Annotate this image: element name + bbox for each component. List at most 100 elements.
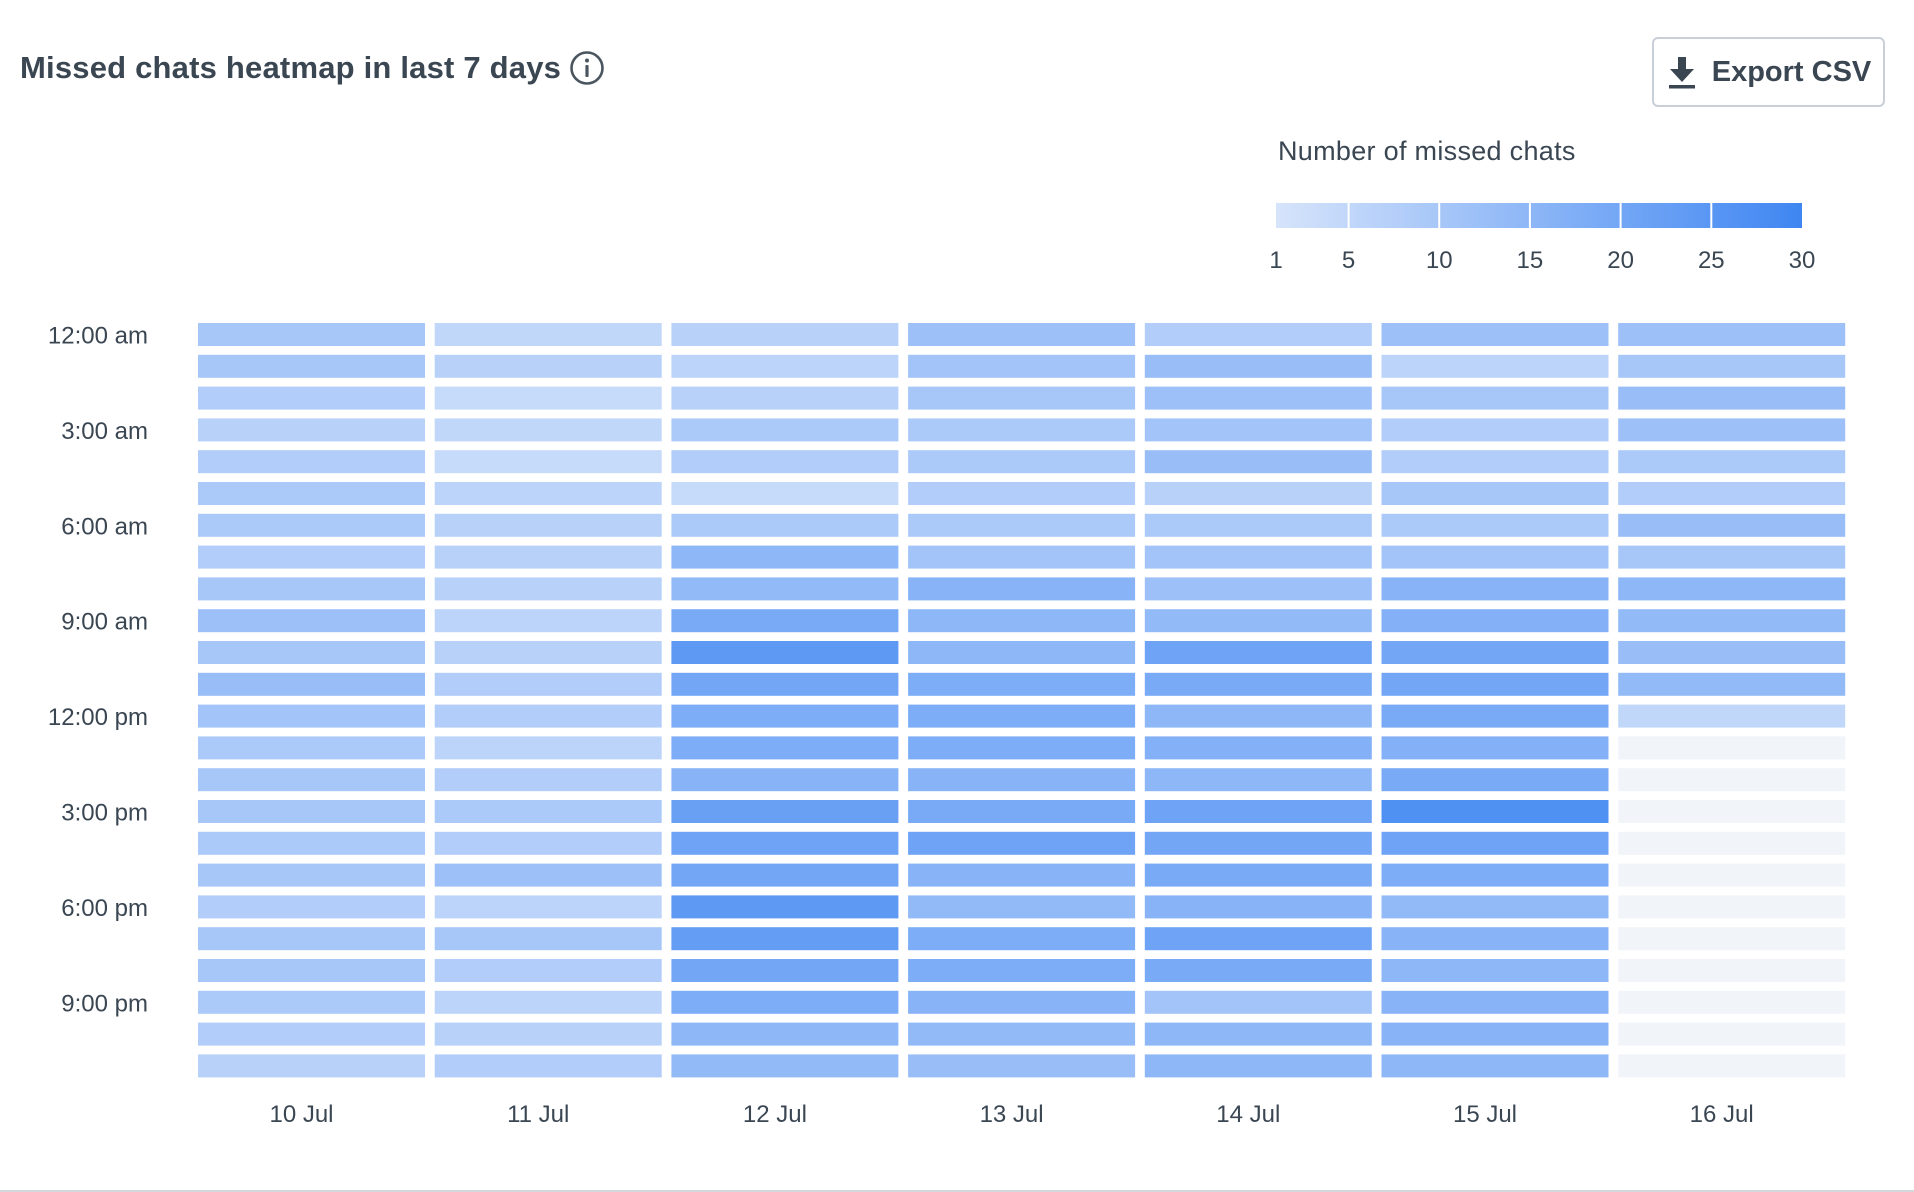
heatmap-cell[interactable]: 14 Jul 1:00 pm: 17	[1144, 736, 1372, 760]
heatmap-cell[interactable]: 15 Jul 9:00 am: 17	[1381, 609, 1609, 633]
heatmap-cell[interactable]: 15 Jul 5:00 am: 10	[1381, 482, 1609, 505]
heatmap-cell[interactable]: 10 Jul 7:00 pm: 10	[198, 927, 425, 951]
heatmap-cell[interactable]: 11 Jul 1:00 pm: 6	[434, 736, 662, 760]
heatmap-cell[interactable]: 10 Jul 10:00 am: 10	[198, 641, 425, 664]
heatmap-cell[interactable]: 12 Jul 5:00 pm: 20	[671, 863, 899, 887]
heatmap-cell[interactable]: 13 Jul 1:00 pm: 18	[908, 736, 1136, 760]
heatmap-cell[interactable]: 14 Jul 11:00 am: 19	[1144, 672, 1372, 696]
heatmap-cell[interactable]: 14 Jul 5:00 am: 7	[1144, 482, 1372, 505]
heatmap-cell[interactable]: 11 Jul 12:00 am: 5	[434, 323, 662, 346]
heatmap-cell[interactable]: 15 Jul 3:00 am: 8	[1381, 418, 1609, 442]
heatmap-cell[interactable]: 12 Jul 9:00 am: 19	[671, 609, 899, 633]
heatmap-cell[interactable]: 14 Jul 11:00 pm: 15	[1144, 1054, 1372, 1078]
heatmap-cell[interactable]: 10 Jul 2:00 pm: 10	[198, 768, 425, 792]
heatmap-cell[interactable]: 12 Jul 2:00 am: 7	[671, 386, 899, 410]
heatmap-cell[interactable]: 12 Jul 6:00 am: 9	[671, 513, 899, 537]
heatmap-cell[interactable]: 12 Jul 4:00 pm: 21	[671, 831, 899, 855]
heatmap-cell[interactable]: 16 Jul 6:00 pm: 0	[1618, 895, 1846, 919]
heatmap-cell[interactable]: 16 Jul 2:00 pm: 0	[1618, 768, 1846, 792]
heatmap-cell[interactable]: 12 Jul 1:00 am: 6	[671, 354, 899, 378]
heatmap-cell[interactable]: 11 Jul 2:00 pm: 8	[434, 768, 662, 792]
heatmap-cell[interactable]: 15 Jul 11:00 pm: 15	[1381, 1054, 1609, 1078]
heatmap-cell[interactable]: 13 Jul 6:00 am: 9	[908, 513, 1136, 537]
heatmap-cell[interactable]: 12 Jul 2:00 pm: 16	[671, 768, 899, 792]
heatmap-cell[interactable]: 15 Jul 3:00 pm: 27	[1381, 800, 1609, 823]
heatmap-cell[interactable]: 14 Jul 10:00 pm: 15	[1144, 1022, 1372, 1046]
heatmap-cell[interactable]: 10 Jul 8:00 am: 10	[198, 577, 425, 601]
heatmap-cell[interactable]: 11 Jul 7:00 am: 7	[434, 545, 662, 569]
heatmap-cell[interactable]: 15 Jul 1:00 am: 6	[1381, 354, 1609, 378]
heatmap-cell[interactable]: 13 Jul 10:00 pm: 14	[908, 1022, 1136, 1046]
heatmap-cell[interactable]: 14 Jul 6:00 am: 9	[1144, 513, 1372, 537]
heatmap-cell[interactable]: 15 Jul 8:00 pm: 15	[1381, 959, 1609, 982]
heatmap-cell[interactable]: 12 Jul 4:00 am: 8	[671, 450, 899, 474]
heatmap-cell[interactable]: 11 Jul 11:00 pm: 8	[434, 1054, 662, 1078]
heatmap-cell[interactable]: 11 Jul 2:00 am: 4	[434, 386, 662, 410]
heatmap-cell[interactable]: 14 Jul 10:00 am: 21	[1144, 641, 1372, 664]
heatmap-cell[interactable]: 16 Jul 9:00 am: 14	[1618, 609, 1846, 633]
heatmap-cell[interactable]: 15 Jul 4:00 pm: 21	[1381, 831, 1609, 855]
heatmap-cell[interactable]: 10 Jul 8:00 pm: 10	[198, 959, 425, 982]
heatmap-cell[interactable]: 14 Jul 4:00 pm: 20	[1144, 831, 1372, 855]
heatmap-cell[interactable]: 12 Jul 3:00 pm: 22	[671, 800, 899, 823]
heatmap-cell[interactable]: 14 Jul 12:00 am: 8	[1144, 323, 1372, 346]
heatmap-cell[interactable]: 14 Jul 5:00 pm: 19	[1144, 863, 1372, 887]
heatmap-cell[interactable]: 10 Jul 7:00 am: 8	[198, 545, 425, 569]
heatmap-cell[interactable]: 11 Jul 5:00 am: 6	[434, 482, 662, 505]
heatmap-cell[interactable]: 16 Jul 11:00 am: 14	[1618, 672, 1846, 696]
heatmap-cell[interactable]: 11 Jul 9:00 am: 6	[434, 609, 662, 633]
heatmap-cell[interactable]: 15 Jul 12:00 pm: 19	[1381, 704, 1609, 728]
heatmap-cell[interactable]: 16 Jul 10:00 pm: 0	[1618, 1022, 1846, 1046]
heatmap-cell[interactable]: 13 Jul 8:00 am: 16	[908, 577, 1136, 601]
heatmap-cell[interactable]: 11 Jul 3:00 pm: 9	[434, 800, 662, 823]
heatmap-cell[interactable]: 14 Jul 7:00 pm: 21	[1144, 927, 1372, 951]
heatmap-cell[interactable]: 16 Jul 6:00 am: 13	[1618, 513, 1846, 537]
heatmap-cell[interactable]: 16 Jul 4:00 pm: 0	[1618, 831, 1846, 855]
info-circle-icon[interactable]	[569, 50, 605, 86]
heatmap-cell[interactable]: 16 Jul 1:00 am: 10	[1618, 354, 1846, 378]
heatmap-cell[interactable]: 14 Jul 3:00 am: 11	[1144, 418, 1372, 442]
heatmap-cell[interactable]: 13 Jul 5:00 pm: 16	[908, 863, 1136, 887]
heatmap-cell[interactable]: 15 Jul 10:00 pm: 16	[1381, 1022, 1609, 1046]
heatmap-cell[interactable]: 15 Jul 12:00 am: 12	[1381, 323, 1609, 346]
heatmap-cell[interactable]: 11 Jul 8:00 pm: 8	[434, 959, 662, 982]
heatmap-cell[interactable]: 15 Jul 6:00 am: 9	[1381, 513, 1609, 537]
heatmap-cell[interactable]: 16 Jul 11:00 pm: 0	[1618, 1054, 1846, 1078]
heatmap-cell[interactable]: 12 Jul 12:00 pm: 18	[671, 704, 899, 728]
heatmap-cell[interactable]: 13 Jul 11:00 am: 18	[908, 672, 1136, 696]
heatmap-cell[interactable]: 13 Jul 3:00 pm: 19	[908, 800, 1136, 823]
heatmap-cell[interactable]: 12 Jul 5:00 am: 4	[671, 482, 899, 505]
heatmap-cell[interactable]: 14 Jul 4:00 am: 13	[1144, 450, 1372, 474]
heatmap-cell[interactable]: 12 Jul 11:00 pm: 14	[671, 1054, 899, 1078]
heatmap-cell[interactable]: 15 Jul 7:00 pm: 16	[1381, 927, 1609, 951]
heatmap-cell[interactable]: 13 Jul 9:00 pm: 16	[908, 990, 1136, 1014]
heatmap-cell[interactable]: 14 Jul 9:00 am: 14	[1144, 609, 1372, 633]
heatmap-cell[interactable]: 16 Jul 7:00 pm: 0	[1618, 927, 1846, 951]
heatmap-cell[interactable]: 12 Jul 7:00 pm: 23	[671, 927, 899, 951]
heatmap-cell[interactable]: 14 Jul 3:00 pm: 21	[1144, 800, 1372, 823]
heatmap-cell[interactable]: 10 Jul 1:00 pm: 9	[198, 736, 425, 760]
heatmap-cell[interactable]: 13 Jul 9:00 am: 15	[908, 609, 1136, 633]
heatmap-cell[interactable]: 13 Jul 12:00 pm: 18	[908, 704, 1136, 728]
heatmap-cell[interactable]: 16 Jul 12:00 am: 12	[1618, 323, 1846, 346]
heatmap-cell[interactable]: 13 Jul 5:00 am: 8	[908, 482, 1136, 505]
heatmap-cell[interactable]: 11 Jul 6:00 am: 7	[434, 513, 662, 537]
heatmap-cell[interactable]: 16 Jul 3:00 pm: 0	[1618, 800, 1846, 823]
heatmap-cell[interactable]: 13 Jul 3:00 am: 9	[908, 418, 1136, 442]
heatmap-cell[interactable]: 12 Jul 12:00 am: 7	[671, 323, 899, 346]
heatmap-cell[interactable]: 11 Jul 4:00 pm: 8	[434, 831, 662, 855]
heatmap-cell[interactable]: 11 Jul 10:00 am: 7	[434, 641, 662, 664]
heatmap-cell[interactable]: 10 Jul 9:00 pm: 9	[198, 990, 425, 1014]
heatmap-cell[interactable]: 14 Jul 8:00 am: 12	[1144, 577, 1372, 601]
heatmap-cell[interactable]: 10 Jul 2:00 am: 8	[198, 386, 425, 410]
heatmap-cell[interactable]: 15 Jul 6:00 pm: 14	[1381, 895, 1609, 919]
heatmap-cell[interactable]: 10 Jul 5:00 am: 9	[198, 482, 425, 505]
heatmap-cell[interactable]: 12 Jul 6:00 pm: 24	[671, 895, 899, 919]
heatmap-cell[interactable]: 15 Jul 11:00 am: 20	[1381, 672, 1609, 696]
heatmap-cell[interactable]: 12 Jul 1:00 pm: 18	[671, 736, 899, 760]
heatmap-cell[interactable]: 11 Jul 8:00 am: 7	[434, 577, 662, 601]
heatmap-cell[interactable]: 10 Jul 4:00 am: 8	[198, 450, 425, 474]
heatmap-cell[interactable]: 14 Jul 9:00 pm: 11	[1144, 990, 1372, 1014]
heatmap-cell[interactable]: 13 Jul 8:00 pm: 18	[908, 959, 1136, 982]
heatmap-cell[interactable]: 16 Jul 2:00 am: 13	[1618, 386, 1846, 410]
